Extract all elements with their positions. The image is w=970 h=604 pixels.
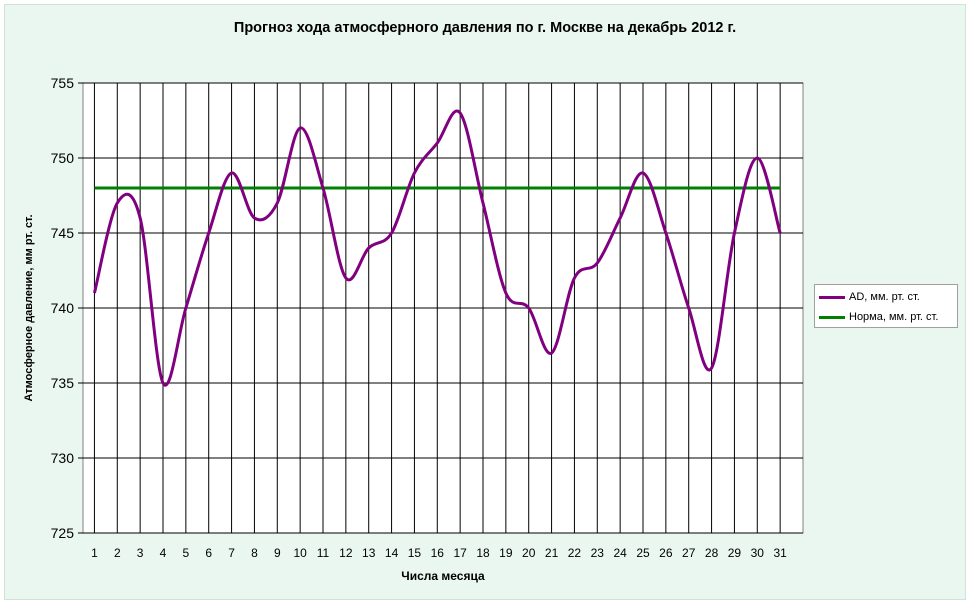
x-tick-label: 14 bbox=[385, 546, 399, 560]
x-tick-label: 28 bbox=[705, 546, 719, 560]
x-tick-label: 20 bbox=[522, 546, 536, 560]
x-tick-label: 22 bbox=[568, 546, 582, 560]
y-tick-label: 735 bbox=[51, 375, 75, 391]
legend-swatch-ad bbox=[819, 295, 845, 299]
x-tick-label: 3 bbox=[137, 546, 144, 560]
y-axis-label: Атмосферное давление, мм рт. ст. bbox=[23, 214, 35, 401]
legend-swatch-norma bbox=[819, 315, 845, 319]
legend-item-norma: Норма, мм. рт. ст. bbox=[819, 310, 938, 324]
y-tick-label: 755 bbox=[51, 75, 75, 91]
x-tick-label: 30 bbox=[751, 546, 765, 560]
y-tick-label: 750 bbox=[51, 150, 75, 166]
x-axis-label: Числа месяца bbox=[401, 569, 485, 583]
x-tick-label: 6 bbox=[205, 546, 212, 560]
x-tick-label: 5 bbox=[183, 546, 190, 560]
legend-label-norma: Норма, мм. рт. ст. bbox=[849, 311, 939, 323]
x-tick-label: 1 bbox=[91, 546, 98, 560]
x-tick-label: 4 bbox=[160, 546, 167, 560]
x-tick-label: 31 bbox=[773, 546, 787, 560]
x-tick-label: 15 bbox=[408, 546, 422, 560]
x-tick-label: 9 bbox=[274, 546, 281, 560]
x-tick-label: 16 bbox=[431, 546, 445, 560]
legend: AD, мм. рт. ст. Норма, мм. рт. ст. bbox=[814, 284, 958, 328]
x-tick-label: 19 bbox=[499, 546, 513, 560]
x-tick-label: 25 bbox=[636, 546, 650, 560]
x-tick-label: 11 bbox=[317, 546, 330, 560]
x-tick-label: 18 bbox=[476, 546, 490, 560]
legend-item-ad: AD, мм. рт. ст. bbox=[819, 290, 920, 304]
x-tick-label: 12 bbox=[339, 546, 353, 560]
x-tick-label: 8 bbox=[251, 546, 258, 560]
x-tick-label: 27 bbox=[682, 546, 696, 560]
x-tick-label: 10 bbox=[293, 546, 307, 560]
y-tick-label: 745 bbox=[51, 225, 75, 241]
x-tick-label: 24 bbox=[613, 546, 627, 560]
x-tick-label: 13 bbox=[362, 546, 376, 560]
x-tick-label: 2 bbox=[114, 546, 121, 560]
x-tick-label: 7 bbox=[228, 546, 235, 560]
series-line-ad bbox=[92, 109, 782, 387]
legend-label-ad: AD, мм. рт. ст. bbox=[849, 291, 920, 303]
x-tick-label: 29 bbox=[728, 546, 742, 560]
y-tick-label: 730 bbox=[51, 450, 75, 466]
x-tick-label: 17 bbox=[453, 546, 467, 560]
x-tick-label: 23 bbox=[591, 546, 605, 560]
x-tick-label: 21 bbox=[545, 546, 559, 560]
y-tick-label: 740 bbox=[51, 300, 75, 316]
y-tick-label: 725 bbox=[51, 525, 75, 541]
chart-title: Прогноз хода атмосферного давления по г.… bbox=[233, 20, 737, 36]
x-tick-label: 26 bbox=[659, 546, 673, 560]
